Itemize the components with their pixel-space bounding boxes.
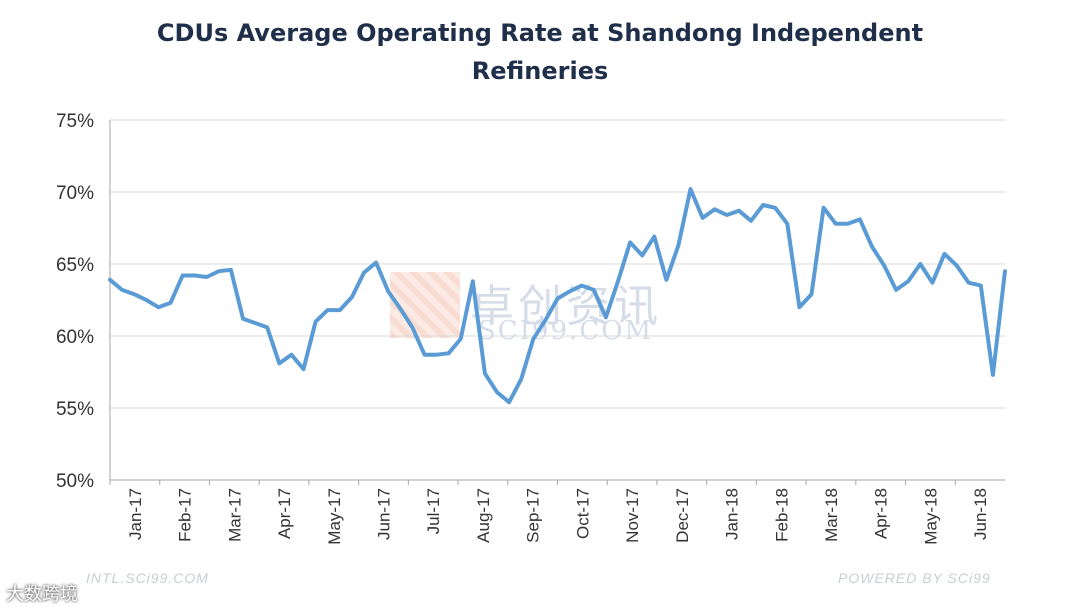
x-tick-label: Jan-17	[126, 488, 145, 540]
y-tick-label: 75%	[56, 111, 94, 132]
chart-title: CDUs Average Operating Rate at Shandong …	[0, 14, 1080, 90]
watermark-text-cn: 卓创资讯	[470, 281, 662, 332]
watermark-logo-mark	[390, 272, 460, 338]
x-tick-label: Mar-18	[822, 488, 841, 542]
x-tick-label: Apr-17	[275, 488, 294, 539]
footer-site-text: INTL.SCi99.COM	[86, 570, 209, 586]
y-tick-label: 50%	[56, 471, 94, 492]
brand-watermark: 大数跨境	[6, 584, 78, 605]
x-tick-label: Nov-17	[623, 488, 642, 543]
x-tick-label: May-18	[921, 488, 940, 545]
x-tick-label: Oct-17	[573, 488, 592, 539]
y-tick-label: 60%	[56, 327, 94, 348]
footer-powered-by: POWERED BY SCi99	[838, 570, 991, 586]
chart-title-line-1: CDUs Average Operating Rate at Shandong …	[156, 19, 924, 47]
x-tick-label: Jul-17	[424, 488, 443, 534]
series-line	[108, 187, 1007, 405]
y-tick-label: 70%	[56, 183, 94, 204]
x-tick-label: Sep-17	[524, 488, 543, 543]
x-tick-label: Jun-17	[374, 488, 393, 540]
x-tick-label: Feb-17	[176, 488, 195, 542]
x-tick-label: Feb-18	[772, 488, 791, 542]
x-tick-label: Aug-17	[474, 488, 493, 543]
watermark-text-en: SCI99.COM	[478, 316, 654, 346]
y-tick-label: 65%	[56, 255, 94, 276]
x-tick-label: Jan-18	[723, 488, 742, 540]
x-tick-label: May-17	[325, 488, 344, 545]
x-tick-label: Jun-18	[971, 488, 990, 540]
x-tick-label: Mar-17	[225, 488, 244, 542]
x-tick-label: Apr-18	[872, 488, 891, 539]
chart-title-line-2: Refineries	[471, 57, 609, 85]
x-tick-label: Dec-17	[673, 488, 692, 543]
y-tick-label: 55%	[56, 399, 94, 420]
